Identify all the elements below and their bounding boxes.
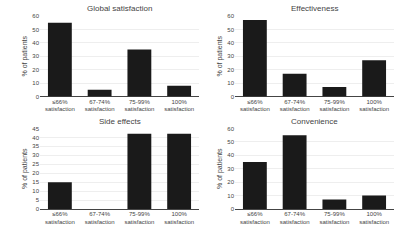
svg-text:10: 10 <box>32 188 39 194</box>
svg-text:5: 5 <box>36 197 40 203</box>
svg-text:Effectiveness: Effectiveness <box>291 4 338 13</box>
svg-text:67-74%satisfaction: 67-74%satisfaction <box>85 99 115 113</box>
svg-text:≤66%satisfaction: ≤66%satisfaction <box>45 99 75 113</box>
svg-text:0: 0 <box>36 206 40 212</box>
svg-text:Convenience: Convenience <box>291 117 338 126</box>
svg-text:20: 20 <box>32 170 39 176</box>
svg-text:Side effects: Side effects <box>99 117 141 126</box>
svg-text:20: 20 <box>32 67 39 73</box>
svg-text:30: 30 <box>32 152 39 158</box>
svg-text:25: 25 <box>32 161 39 167</box>
svg-text:50: 50 <box>227 27 234 33</box>
svg-text:≤66%satisfaction: ≤66%satisfaction <box>240 99 270 113</box>
svg-text:% of patients: % of patients <box>21 36 29 77</box>
svg-text:0: 0 <box>36 94 40 100</box>
svg-text:% of patients: % of patients <box>216 148 224 189</box>
svg-text:60: 60 <box>32 13 39 19</box>
svg-text:% of patients: % of patients <box>21 148 29 189</box>
svg-text:50: 50 <box>227 139 234 145</box>
svg-text:30: 30 <box>32 53 39 59</box>
svg-text:40: 40 <box>32 135 39 141</box>
svg-text:≤66%satisfaction: ≤66%satisfaction <box>45 211 75 225</box>
svg-text:10: 10 <box>227 193 234 199</box>
svg-text:40: 40 <box>227 152 234 158</box>
svg-text:75-99%satisfaction: 75-99%satisfaction <box>124 211 154 225</box>
svg-text:% of patients: % of patients <box>216 36 224 77</box>
svg-text:20: 20 <box>227 179 234 185</box>
svg-text:75-99%satisfaction: 75-99%satisfaction <box>319 99 349 113</box>
svg-text:100%satisfaction: 100%satisfaction <box>359 99 389 113</box>
svg-text:Global satisfaction: Global satisfaction <box>87 4 152 13</box>
svg-text:67-74%satisfaction: 67-74%satisfaction <box>85 211 115 225</box>
svg-text:10: 10 <box>227 80 234 86</box>
svg-text:75-99%satisfaction: 75-99%satisfaction <box>124 99 154 113</box>
svg-text:100%satisfaction: 100%satisfaction <box>164 211 194 225</box>
svg-text:≤66%satisfaction: ≤66%satisfaction <box>240 211 270 225</box>
svg-text:45: 45 <box>32 126 39 132</box>
svg-text:60: 60 <box>227 13 234 19</box>
svg-text:67-74%satisfaction: 67-74%satisfaction <box>280 211 310 225</box>
svg-text:40: 40 <box>227 40 234 46</box>
svg-text:10: 10 <box>32 80 39 86</box>
svg-text:0: 0 <box>231 94 235 100</box>
svg-text:50: 50 <box>32 27 39 33</box>
svg-text:67-74%satisfaction: 67-74%satisfaction <box>280 99 310 113</box>
svg-text:100%satisfaction: 100%satisfaction <box>359 211 389 225</box>
svg-text:15: 15 <box>32 179 39 185</box>
svg-text:0: 0 <box>231 206 235 212</box>
svg-text:30: 30 <box>227 53 234 59</box>
svg-text:60: 60 <box>227 126 234 132</box>
svg-text:20: 20 <box>227 67 234 73</box>
svg-text:100%satisfaction: 100%satisfaction <box>164 99 194 113</box>
svg-text:75-99%satisfaction: 75-99%satisfaction <box>319 211 349 225</box>
svg-text:40: 40 <box>32 40 39 46</box>
svg-text:35: 35 <box>32 143 39 149</box>
svg-text:30: 30 <box>227 166 234 172</box>
